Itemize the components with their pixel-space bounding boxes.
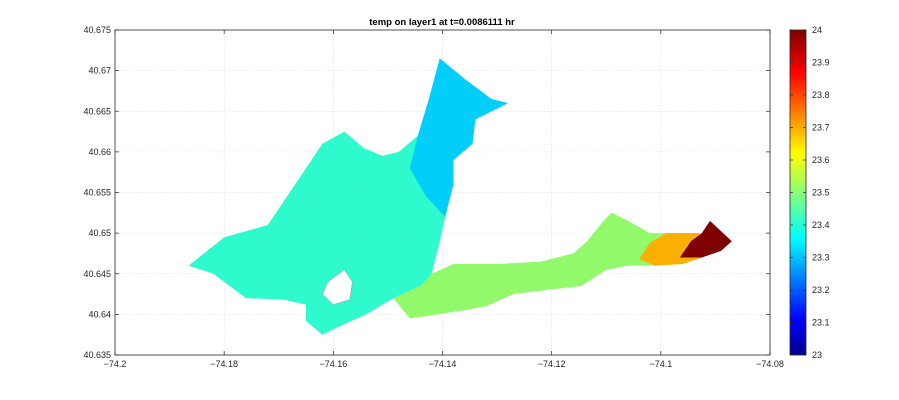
x-tick-label: −74.14	[429, 359, 457, 369]
mesh-texture	[679, 220, 732, 258]
colorbar-tick-label: 23.7	[812, 123, 830, 133]
colorbar-tick-label: 23.6	[812, 155, 830, 165]
colorbar-tick-label: 23.1	[812, 318, 830, 328]
mesh-texture	[409, 58, 508, 217]
colorbar-tick-label: 23	[812, 350, 822, 360]
mesh-texture	[393, 212, 705, 319]
colorbar-tick-label: 23.4	[812, 220, 830, 230]
chart-title: temp on layer1 at t=0.0086111 hr	[369, 17, 515, 28]
x-tick-label: −74.16	[319, 359, 347, 369]
colorbar-tick-label: 24	[812, 25, 822, 35]
x-tick-label: −74.1	[649, 359, 672, 369]
y-axis: 40.635 40.64 40.645 40.65 40.655 40.66 40.665 4…	[83, 25, 770, 360]
colorbar-tick-label: 23.3	[812, 253, 830, 263]
x-axis: −74.2 −74.18 −74.16 −74.14 −74.12 −74.1 −74.08	[104, 30, 784, 369]
y-tick-label: 40.675	[83, 25, 111, 35]
colorbar-tick-label: 23.8	[812, 90, 830, 100]
x-tick-label: −74.18	[210, 359, 238, 369]
x-tick-label: −74.08	[756, 359, 784, 369]
y-tick-label: 40.665	[83, 106, 111, 116]
y-tick-label: 40.635	[83, 350, 111, 360]
colorbar-tick-label: 23.5	[812, 188, 830, 198]
y-tick-label: 40.66	[88, 147, 111, 157]
y-tick-label: 40.645	[83, 269, 111, 279]
y-tick-label: 40.67	[88, 66, 111, 76]
y-tick-label: 40.65	[88, 228, 111, 238]
y-tick-label: 40.64	[88, 309, 111, 319]
colorbar-tick-label: 23.2	[812, 285, 830, 295]
temperature-field	[188, 58, 732, 335]
y-tick-label: 40.655	[83, 188, 111, 198]
colorbar-axis: 23 23.1 23.2 23.3 23.4 23.5 23.6 23.7 23.8 23.9 24	[790, 25, 830, 360]
x-tick-label: −74.12	[538, 359, 566, 369]
region-island-hole	[322, 269, 353, 305]
x-tick-label: −74.2	[104, 359, 127, 369]
colorbar-tick-label: 23.9	[812, 58, 830, 68]
